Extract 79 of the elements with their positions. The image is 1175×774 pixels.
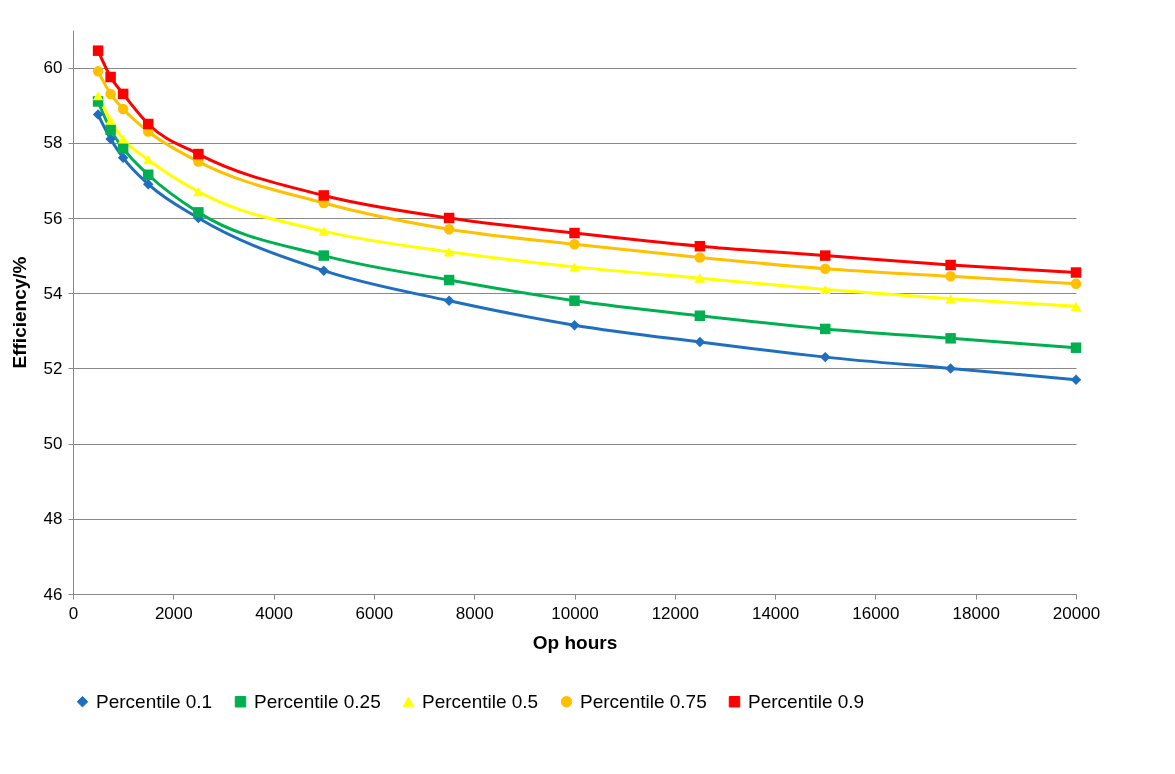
point xyxy=(193,187,204,197)
point xyxy=(443,224,455,235)
point xyxy=(694,336,706,348)
legend-label: Percentile 0.5 xyxy=(422,690,539,712)
point xyxy=(92,109,104,120)
legend-label: Percentile 0.9 xyxy=(748,690,865,712)
point xyxy=(820,351,831,363)
point xyxy=(105,71,116,83)
point xyxy=(142,169,154,180)
point xyxy=(945,271,956,282)
point xyxy=(142,118,154,130)
y-tick-label: 54 xyxy=(43,283,63,303)
point xyxy=(1070,301,1082,311)
point xyxy=(105,124,116,135)
point xyxy=(117,143,129,154)
point xyxy=(820,250,831,261)
point xyxy=(1070,267,1082,278)
point xyxy=(945,259,956,271)
point xyxy=(945,363,956,374)
legend-label: Percentile 0.75 xyxy=(580,690,707,712)
point xyxy=(318,250,329,261)
point xyxy=(1070,342,1082,353)
x-tick-label: 12000 xyxy=(651,603,699,623)
x-tick-label: 16000 xyxy=(852,603,900,623)
point xyxy=(694,240,706,252)
point xyxy=(569,239,580,250)
point xyxy=(569,227,580,239)
y-tick-label: 58 xyxy=(43,133,63,153)
point xyxy=(694,310,706,321)
y-tick-label: 48 xyxy=(43,509,63,529)
x-tick-label: 0 xyxy=(68,603,79,623)
point xyxy=(569,295,580,306)
point xyxy=(193,207,204,218)
legend-label: Percentile 0.1 xyxy=(96,690,213,712)
x-axis-title: Op hours xyxy=(532,631,618,653)
x-tick-label: 6000 xyxy=(355,603,394,623)
point xyxy=(318,226,329,236)
point xyxy=(318,265,329,276)
point xyxy=(105,88,116,100)
point xyxy=(443,247,455,257)
point xyxy=(92,91,104,101)
point xyxy=(443,212,455,224)
point xyxy=(105,115,116,125)
point xyxy=(694,273,706,283)
point xyxy=(117,134,129,144)
point xyxy=(1070,374,1082,385)
point xyxy=(945,333,956,344)
y-tick-label: 46 xyxy=(43,584,63,604)
point xyxy=(193,148,204,160)
y-tick-label: 60 xyxy=(43,58,63,78)
point xyxy=(569,319,580,331)
point xyxy=(117,103,129,115)
point xyxy=(318,190,329,201)
y-tick-label: 50 xyxy=(43,434,63,454)
point xyxy=(945,294,956,304)
point xyxy=(443,274,455,286)
point xyxy=(1070,278,1082,290)
x-tick-label: 10000 xyxy=(551,603,599,623)
point xyxy=(694,252,706,263)
x-tick-label: 2000 xyxy=(154,603,193,623)
point xyxy=(569,262,580,272)
y-axis-title: Efficiency/% xyxy=(8,256,30,369)
x-tick-label: 14000 xyxy=(751,603,800,623)
x-tick-label: 20000 xyxy=(1052,603,1101,623)
x-tick-label: 18000 xyxy=(952,603,1000,623)
y-tick-label: 52 xyxy=(43,358,63,378)
x-tick-label: 4000 xyxy=(255,603,294,623)
point xyxy=(142,155,154,165)
point xyxy=(92,66,104,77)
legend-label: Percentile 0.25 xyxy=(254,690,381,712)
point xyxy=(92,45,104,56)
point xyxy=(820,323,831,335)
point xyxy=(820,284,831,294)
x-tick-label: 8000 xyxy=(455,603,494,623)
point xyxy=(117,152,129,164)
point xyxy=(820,263,831,274)
point xyxy=(443,295,455,306)
point xyxy=(117,88,129,100)
y-tick-label: 56 xyxy=(43,208,63,228)
